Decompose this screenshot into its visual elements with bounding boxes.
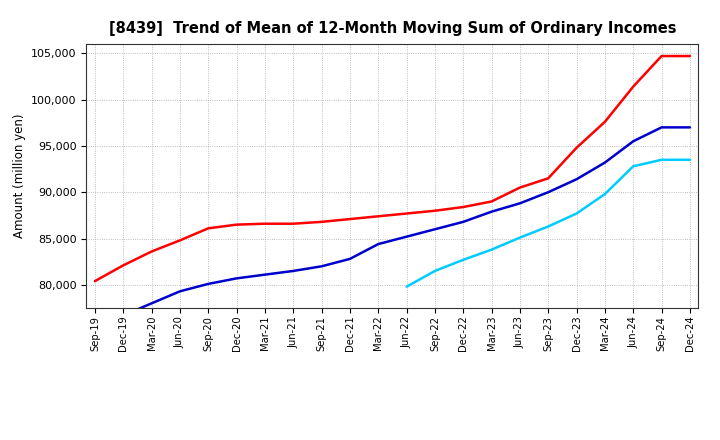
Y-axis label: Amount (million yen): Amount (million yen) <box>13 114 26 238</box>
7 Years <box>600 191 609 197</box>
3 Years <box>91 279 99 284</box>
3 Years <box>685 53 694 59</box>
5 Years <box>402 234 411 239</box>
5 Years <box>657 125 666 130</box>
3 Years <box>629 84 637 89</box>
3 Years <box>289 221 297 226</box>
5 Years <box>374 242 382 247</box>
5 Years <box>346 256 354 261</box>
3 Years <box>402 211 411 216</box>
5 Years <box>600 160 609 165</box>
7 Years <box>516 235 524 240</box>
5 Years <box>261 272 269 277</box>
5 Years <box>233 276 241 281</box>
3 Years <box>657 53 666 59</box>
3 Years <box>176 238 184 243</box>
3 Years <box>459 205 467 210</box>
5 Years <box>289 268 297 274</box>
7 Years <box>487 247 496 252</box>
5 Years <box>431 227 439 232</box>
3 Years <box>516 185 524 190</box>
3 Years <box>148 249 156 254</box>
3 Years <box>544 176 552 181</box>
3 Years <box>374 214 382 219</box>
Line: 3 Years: 3 Years <box>95 56 690 281</box>
Line: 5 Years: 5 Years <box>123 127 690 315</box>
5 Years <box>544 190 552 195</box>
3 Years <box>204 226 212 231</box>
Title: [8439]  Trend of Mean of 12-Month Moving Sum of Ordinary Incomes: [8439] Trend of Mean of 12-Month Moving … <box>109 21 676 36</box>
3 Years <box>318 219 326 224</box>
5 Years <box>685 125 694 130</box>
7 Years <box>402 284 411 290</box>
3 Years <box>119 263 127 268</box>
Line: 7 Years: 7 Years <box>407 160 690 287</box>
3 Years <box>233 222 241 227</box>
5 Years <box>119 313 127 318</box>
7 Years <box>431 268 439 274</box>
5 Years <box>148 301 156 306</box>
3 Years <box>261 221 269 226</box>
3 Years <box>431 208 439 213</box>
5 Years <box>487 209 496 214</box>
5 Years <box>516 201 524 206</box>
5 Years <box>629 139 637 144</box>
7 Years <box>459 257 467 263</box>
7 Years <box>572 211 581 216</box>
7 Years <box>657 157 666 162</box>
7 Years <box>544 224 552 229</box>
7 Years <box>685 157 694 162</box>
3 Years <box>346 216 354 222</box>
5 Years <box>176 289 184 294</box>
7 Years <box>629 164 637 169</box>
5 Years <box>318 264 326 269</box>
3 Years <box>487 199 496 204</box>
5 Years <box>204 281 212 286</box>
5 Years <box>572 176 581 182</box>
5 Years <box>459 219 467 224</box>
3 Years <box>572 145 581 150</box>
3 Years <box>600 119 609 125</box>
